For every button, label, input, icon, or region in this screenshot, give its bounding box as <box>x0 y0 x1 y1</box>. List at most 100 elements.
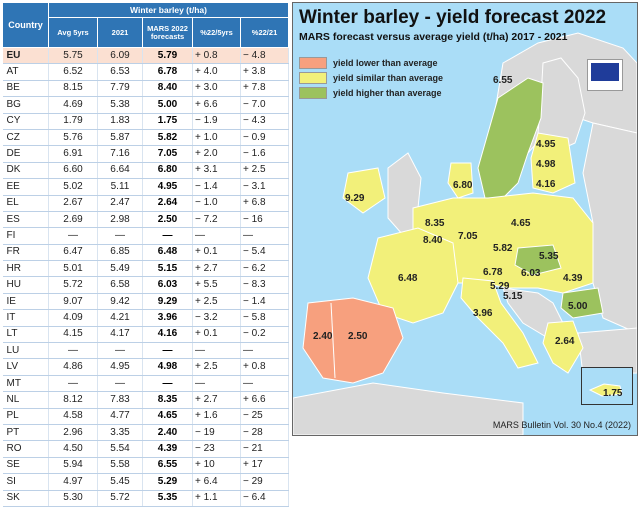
map-label-pt: 2.40 <box>313 331 333 342</box>
pct21-cell: − 6.4 <box>240 490 290 507</box>
pct5-cell: — <box>192 375 241 393</box>
legend-label-higher: yield higher than average <box>333 87 442 98</box>
forecast-cell: 8.40 <box>142 80 193 98</box>
pct21-cell: − 0.9 <box>240 129 290 147</box>
forecast-cell: 4.16 <box>142 326 193 344</box>
avg5-cell: 6.52 <box>48 63 98 81</box>
forecast-cell: 5.00 <box>142 96 193 114</box>
pct5-cell: + 2.5 <box>192 293 241 311</box>
table-body: EU 5.75 6.09 5.79 + 0.8− 4.8 AT 6.52 6.53 6.78 + … <box>2 47 290 507</box>
map-svg <box>293 32 637 435</box>
pct5-cell: + 2.0 <box>192 145 241 163</box>
y2021-cell: 5.58 <box>97 457 143 475</box>
country-cell: CZ <box>2 129 49 147</box>
legend-label-similar: yield similar than average <box>333 72 444 83</box>
y2021-cell: 6.58 <box>97 276 143 294</box>
pct5-cell: + 2.7 <box>192 391 241 409</box>
header-avg5: Avg 5yrs <box>48 17 98 48</box>
y2021-cell: 3.35 <box>97 424 143 442</box>
table-row: BG 4.69 5.38 5.00 + 6.6− 7.0 <box>2 96 290 114</box>
pct21-cell: + 17 <box>240 457 290 475</box>
pct21-cell: − 0.2 <box>240 326 290 344</box>
y2021-cell: — <box>97 227 143 245</box>
country-cell: SE <box>2 457 49 475</box>
avg5-cell: 6.47 <box>48 244 98 262</box>
pct5-cell: − 1.4 <box>192 178 241 196</box>
avg5-cell: 6.60 <box>48 162 98 180</box>
greece-shape <box>542 320 584 374</box>
pct5-cell: + 10 <box>192 457 241 475</box>
table-row: SE 5.94 5.58 6.55 + 10 + 17 <box>2 457 290 475</box>
iberia-shape <box>302 297 404 384</box>
forecast-cell: 6.80 <box>142 162 193 180</box>
country-cell: IT <box>2 309 49 327</box>
avg5-cell: 5.75 <box>48 47 98 65</box>
cyprus-inset <box>581 367 633 405</box>
map-label-sk: 5.35 <box>539 251 559 262</box>
country-cell: HU <box>2 276 49 294</box>
pct21-cell: − 8.3 <box>240 276 290 294</box>
avg5-cell: 4.15 <box>48 326 98 344</box>
table-row: NL 8.12 7.83 8.35 + 2.7 + 6.6 <box>2 391 290 409</box>
cyprus-svg <box>588 383 623 397</box>
y2021-cell: 5.38 <box>97 96 143 114</box>
map-label-de: 7.05 <box>458 231 478 242</box>
country-cell: DE <box>2 145 49 163</box>
y2021-cell: 9.42 <box>97 293 143 311</box>
forecast-cell: 6.48 <box>142 244 193 262</box>
legend-swatch-higher <box>299 86 327 99</box>
table-row: DE 6.91 7.16 7.05 + 2.0− 1.6 <box>2 145 290 163</box>
table-row: BE 8.15 7.79 8.40 + 3.0 + 7.8 <box>2 80 290 98</box>
y2021-cell: — <box>97 375 143 393</box>
pct5-cell: + 5.5 <box>192 276 241 294</box>
pct5-cell: + 4.0 <box>192 63 241 81</box>
avg5-cell: 5.02 <box>48 178 98 196</box>
forecast-cell: 8.35 <box>142 391 193 409</box>
country-cell: FR <box>2 244 49 262</box>
map-label-se: 6.55 <box>493 75 513 86</box>
map-label-lv: 4.98 <box>536 159 556 170</box>
country-cell: PL <box>2 408 49 425</box>
forecast-cell: 5.35 <box>142 490 193 507</box>
avg5-cell: 4.69 <box>48 96 98 114</box>
legend-swatch-similar <box>299 71 327 84</box>
map-label-el: 2.64 <box>555 336 575 347</box>
legend-item-higher: yield higher than average <box>299 85 443 100</box>
table-row: SK 5.30 5.72 5.35 + 1.1− 6.4 <box>2 490 290 507</box>
pct21-cell: − 1.6 <box>240 145 290 163</box>
pct21-cell: — <box>240 342 290 360</box>
legend-item-lower: yield lower than average <box>299 55 443 70</box>
hungary-shape <box>514 244 562 276</box>
forecast-cell: — <box>142 342 193 360</box>
y2021-cell: 2.47 <box>97 195 143 212</box>
yield-map: Winter barley - yield forecast 2022 MARS… <box>292 2 638 436</box>
y2021-cell: 6.09 <box>97 47 143 65</box>
forecast-cell: 6.03 <box>142 276 193 294</box>
pct21-cell: − 6.2 <box>240 260 290 278</box>
forecast-cell: 4.65 <box>142 408 193 425</box>
header-country: Country <box>2 2 49 48</box>
pct21-cell: − 25 <box>240 408 290 425</box>
header-pct-21: %22/21 <box>239 17 290 48</box>
y2021-cell: 5.87 <box>97 129 143 147</box>
map-label-ee: 4.95 <box>536 139 556 150</box>
eu-flag-icon <box>591 63 619 81</box>
pct5-cell: + 3.0 <box>192 80 241 98</box>
avg5-cell: 9.07 <box>48 293 98 311</box>
avg5-cell: 1.79 <box>48 113 98 130</box>
map-title: Winter barley - yield forecast 2022 <box>299 7 607 28</box>
country-cell: AT <box>2 63 49 81</box>
pct21-cell: − 1.4 <box>240 293 290 311</box>
table-row: CY 1.79 1.83 1.75− 1.9− 4.3 <box>2 113 290 130</box>
country-cell: ES <box>2 211 49 229</box>
pct5-cell: + 1.1 <box>192 490 241 507</box>
table-row: LV 4.86 4.95 4.98 + 2.5 + 0.8 <box>2 358 290 376</box>
pct21-cell: − 4.3 <box>240 113 290 130</box>
country-cell: LU <box>2 342 49 360</box>
avg5-cell: 4.97 <box>48 473 98 491</box>
pct21-cell: + 2.5 <box>240 162 290 180</box>
pct5-cell: + 1.6 <box>192 408 241 425</box>
country-cell: FI <box>2 227 49 245</box>
pct5-cell: + 2.5 <box>192 358 241 376</box>
table-row: PT 2.96 3.35 2.40− 19− 28 <box>2 424 290 442</box>
